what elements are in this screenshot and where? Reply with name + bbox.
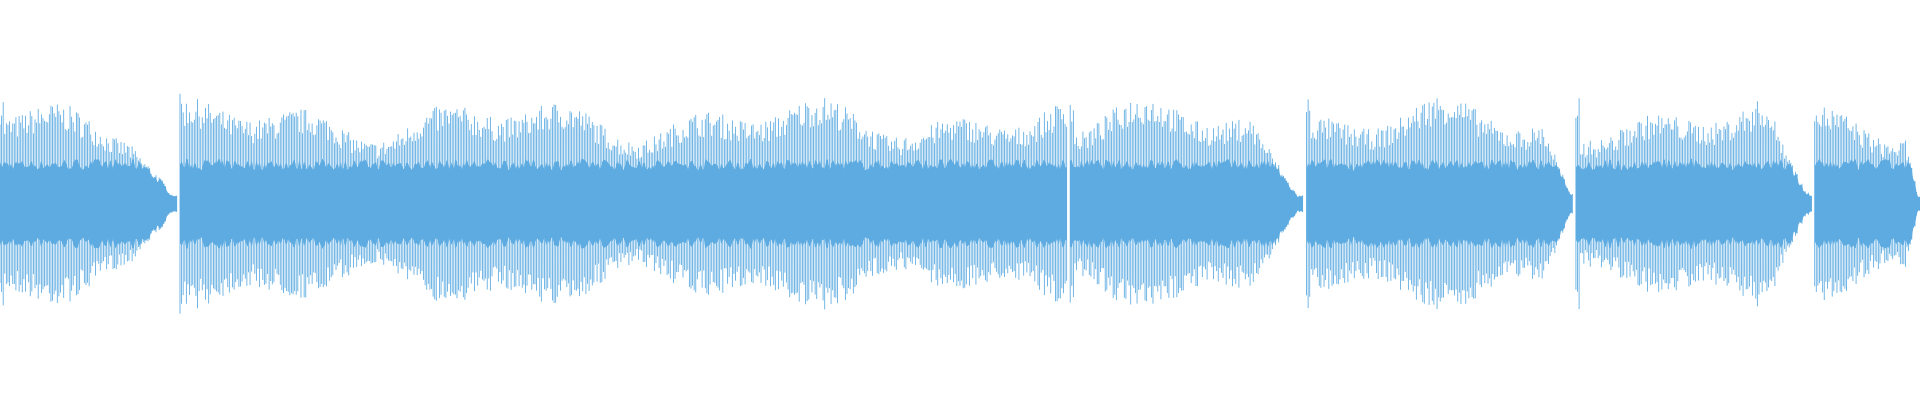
waveform-core — [1575, 158, 1812, 249]
waveform-core — [1070, 158, 1303, 249]
waveform-core — [1306, 158, 1573, 249]
waveform-core — [0, 158, 177, 249]
waveform-core — [1814, 158, 1920, 249]
waveform-segments — [0, 93, 1920, 314]
waveform-core — [180, 158, 1067, 249]
